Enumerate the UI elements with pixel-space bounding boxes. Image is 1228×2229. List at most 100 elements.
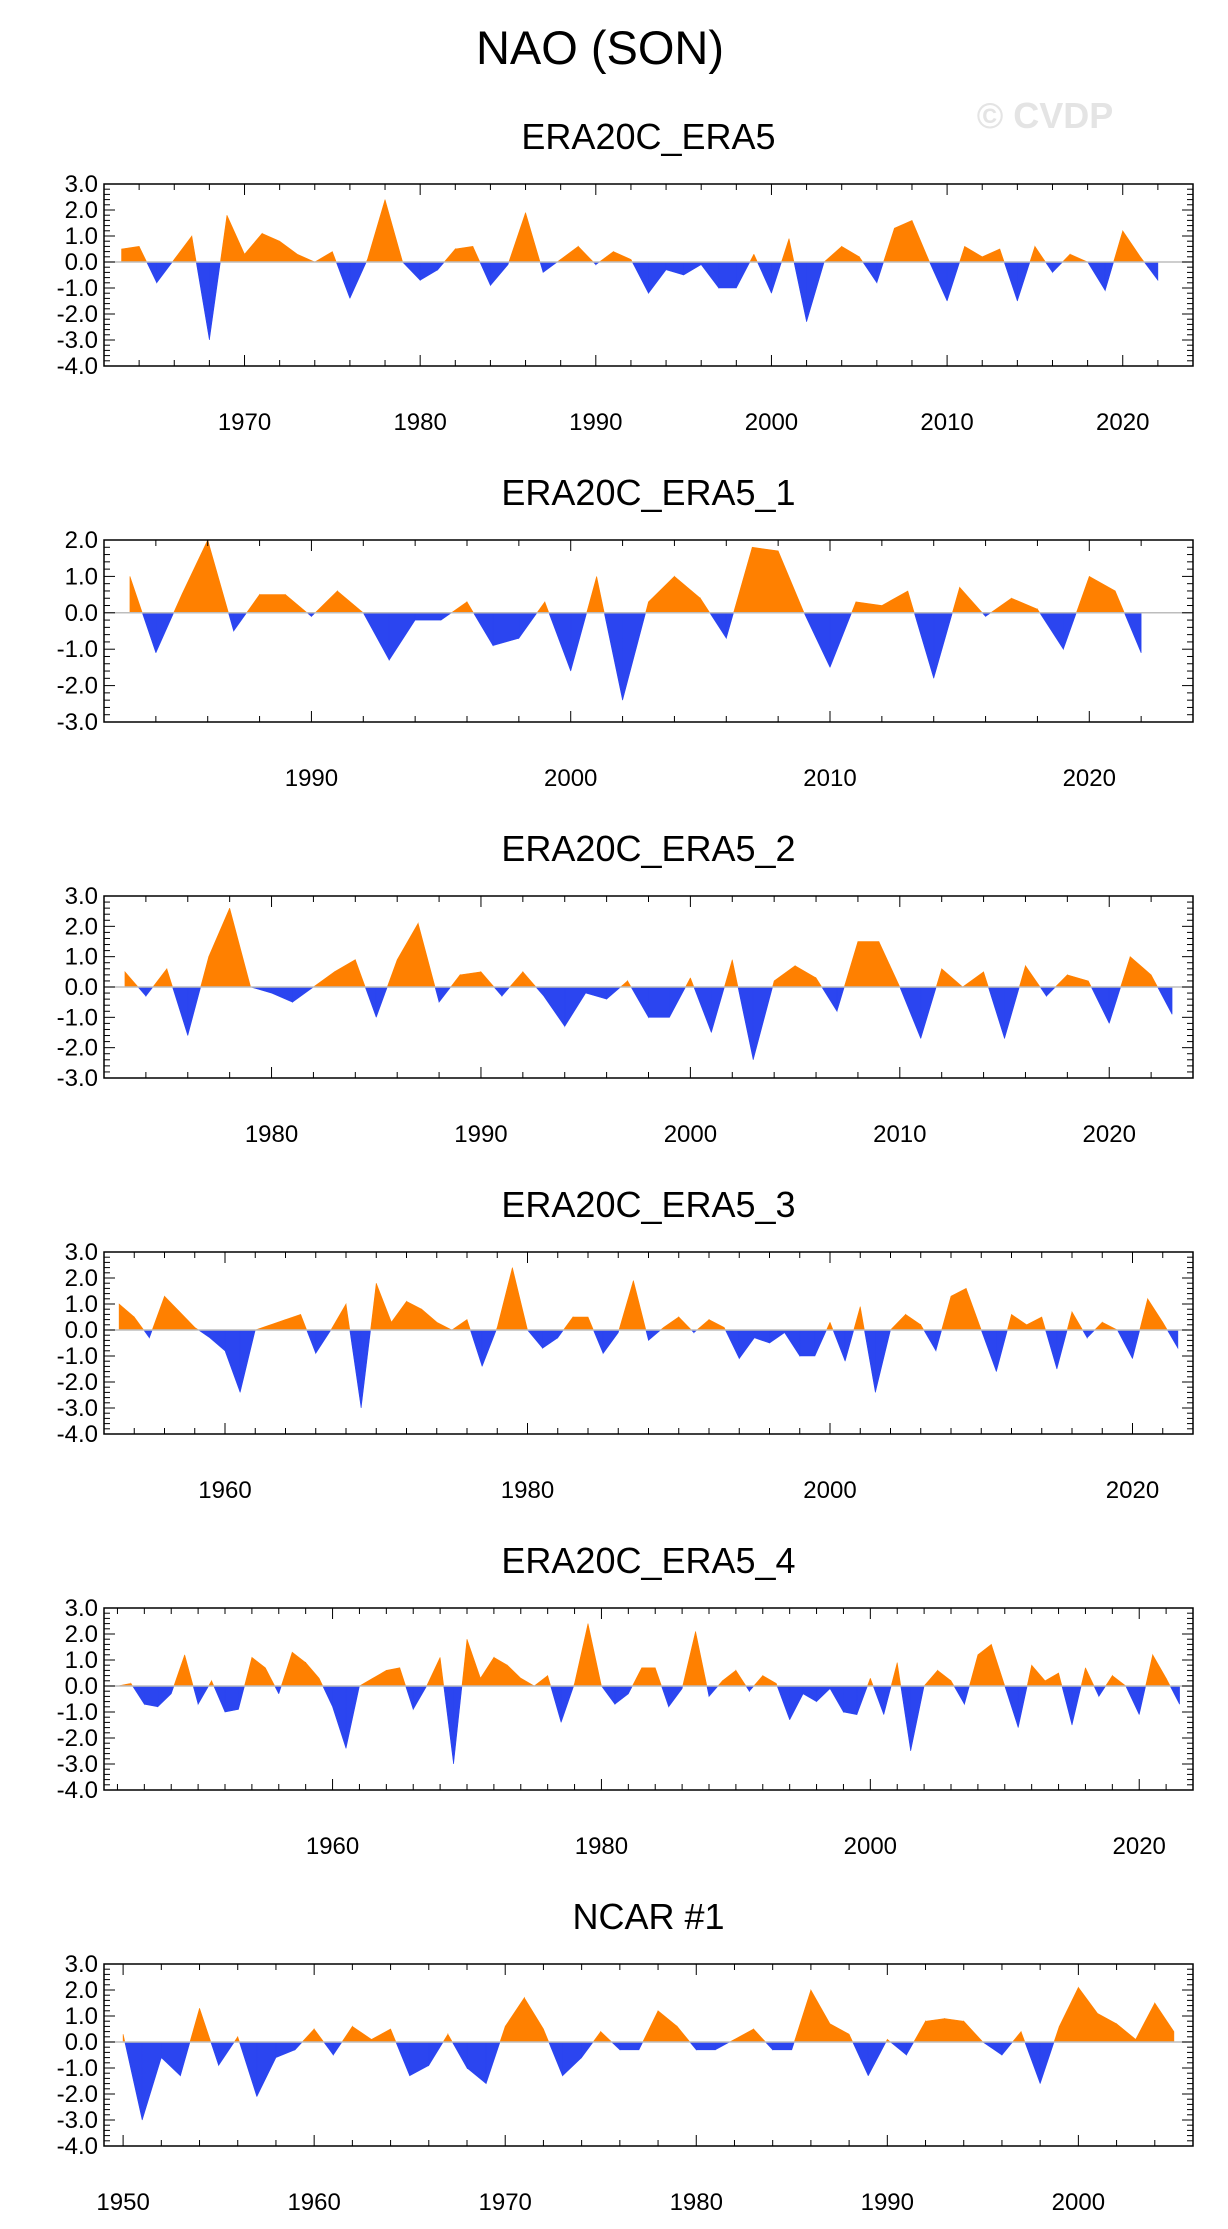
y-tick-label: -2.0 [57, 1725, 98, 1752]
y-tick-label: -1.0 [57, 636, 98, 663]
x-tick-label: 2000 [544, 765, 597, 792]
positive-anomaly-area [129, 539, 1125, 614]
panel-title: ERA20C_ERA5 [521, 116, 775, 157]
x-tick-label: 1980 [501, 1477, 554, 1504]
panel-title: ERA20C_ERA5_1 [501, 472, 795, 513]
y-tick-label: 3.0 [65, 1239, 98, 1266]
negative-anomaly-area [124, 2041, 1055, 2121]
y-tick-label: -4.0 [57, 1421, 98, 1448]
x-tick-label: 2010 [873, 1121, 926, 1148]
y-tick-label: -2.0 [57, 673, 98, 700]
positive-anomaly-area [118, 1267, 1168, 1331]
y-tick-label: -3.0 [57, 709, 98, 736]
y-tick-label: 1.0 [65, 1291, 98, 1318]
y-tick-label: 1.0 [65, 563, 98, 590]
y-tick-label: 0.0 [65, 2029, 98, 2056]
y-tick-label: 1.0 [65, 1647, 98, 1674]
y-tick-label: -3.0 [57, 1751, 98, 1778]
x-tick-label: 1970 [479, 2189, 532, 2216]
x-tick-label: 2020 [1106, 1477, 1159, 1504]
y-tick-label: -1.0 [57, 2055, 98, 2082]
y-tick-label: 2.0 [65, 197, 98, 224]
x-tick-label: 2000 [1052, 2189, 1105, 2216]
figure-title: NAO (SON) [476, 21, 724, 74]
panel-6: NCAR #1 3.02.01.00.0-1.0-2.0-3.0-4.0 1950 1… [57, 1896, 1194, 2216]
x-tick-label: 1970 [218, 409, 271, 436]
x-tick-label: 1980 [670, 2189, 723, 2216]
negative-anomaly-area [132, 1685, 1180, 1765]
x-tick-label: 1960 [287, 2189, 340, 2216]
plot-frame [103, 1963, 1194, 2147]
plot-frame [103, 539, 1194, 723]
y-tick-label: 3.0 [65, 171, 98, 198]
positive-anomaly-area [117, 1623, 1171, 1687]
x-tick-label: 1990 [861, 2189, 914, 2216]
y-tick-label: -3.0 [57, 2107, 98, 2134]
x-tick-label: 2020 [1113, 1833, 1166, 1860]
x-tick-label: 1960 [306, 1833, 359, 1860]
y-tick-label: 0.0 [65, 249, 98, 276]
y-tick-label: -2.0 [57, 1369, 98, 1396]
y-tick-label: 2.0 [65, 527, 98, 554]
panel-1: ERA20C_ERA5 3.02.01.00.0-1.0-2.0-3.0-4.0 1… [57, 116, 1194, 436]
panel-5: ERA20C_ERA5_4 3.02.01.00.0-1.0-2.0-3.0-4.… [57, 1540, 1194, 1860]
x-tick-label: 1980 [575, 1833, 628, 1860]
x-tick-label: 1990 [569, 409, 622, 436]
y-tick-label: -2.0 [57, 2081, 98, 2108]
x-tick-label: 2010 [920, 409, 973, 436]
y-tick-label: 2.0 [65, 1265, 98, 1292]
y-tick-label: -2.0 [57, 1035, 98, 1062]
y-tick-label: -4.0 [57, 353, 98, 380]
plot-frame [103, 1251, 1194, 1435]
y-tick-label: 3.0 [65, 883, 98, 910]
negative-anomaly-area [146, 261, 1159, 341]
y-tick-label: 3.0 [65, 1595, 98, 1622]
x-tick-label: 2020 [1096, 409, 1149, 436]
chart-panels: ERA20C_ERA53.02.01.00.0-1.0-2.0-3.0-4.01… [57, 116, 1194, 2216]
y-tick-label: 0.0 [65, 1317, 98, 1344]
panel-3: ERA20C_ERA5_2 3.0 2.0 1.0 0.0 -1.0 -2.0 -3.0 198… [57, 828, 1194, 1148]
x-tick-label: 2020 [1063, 765, 1116, 792]
negative-anomaly-area [137, 986, 1173, 1060]
y-tick-label: -1.0 [57, 1699, 98, 1726]
x-tick-label: 1990 [285, 765, 338, 792]
y-tick-label: -1.0 [57, 275, 98, 302]
negative-anomaly-area [143, 1329, 1179, 1409]
x-tick-label: 1990 [454, 1121, 507, 1148]
x-tick-label: 2000 [844, 1833, 897, 1860]
panel-title: ERA20C_ERA5_2 [501, 828, 795, 869]
positive-anomaly-area [124, 908, 1159, 988]
panel-2: ERA20C_ERA5_1 2.0 1.0 0.0 -1.0 -2.0 -3.0 1990 20… [57, 472, 1194, 792]
y-tick-label: -4.0 [57, 1777, 98, 1804]
positive-anomaly-area [121, 199, 1145, 263]
x-tick-label: 2000 [803, 1477, 856, 1504]
y-tick-label: -1.0 [57, 1343, 98, 1370]
y-tick-label: 1.0 [65, 223, 98, 250]
x-tick-label: 1960 [198, 1477, 251, 1504]
y-tick-label: 0.0 [65, 600, 98, 627]
y-tick-label: -3.0 [57, 1395, 98, 1422]
x-tick-label: 2020 [1083, 1121, 1136, 1148]
y-tick-label: 1.0 [65, 944, 98, 971]
panel-4: ERA20C_ERA5_3 3.02.01.00.0-1.0-2.0-3.0-4.… [57, 1184, 1194, 1504]
y-tick-label: -3.0 [57, 1065, 98, 1092]
y-tick-label: -4.0 [57, 2133, 98, 2160]
x-tick-label: 2000 [745, 409, 798, 436]
panel-title: ERA20C_ERA5_3 [501, 1184, 795, 1225]
y-tick-label: 1.0 [65, 2003, 98, 2030]
y-tick-label: 3.0 [65, 1951, 98, 1978]
panel-title: ERA20C_ERA5_4 [501, 1540, 795, 1581]
y-tick-label: 0.0 [65, 1673, 98, 1700]
y-tick-label: 2.0 [65, 1977, 98, 2004]
x-tick-label: 1950 [96, 2189, 149, 2216]
negative-anomaly-area [141, 612, 1142, 701]
y-tick-label: 2.0 [65, 1621, 98, 1648]
y-tick-label: -1.0 [57, 1004, 98, 1031]
x-tick-label: 1980 [245, 1121, 298, 1148]
y-tick-label: 2.0 [65, 913, 98, 940]
y-tick-label: -3.0 [57, 327, 98, 354]
y-tick-label: -2.0 [57, 301, 98, 328]
watermark-text: © CVDP [977, 95, 1114, 136]
y-tick-label: 0.0 [65, 974, 98, 1001]
